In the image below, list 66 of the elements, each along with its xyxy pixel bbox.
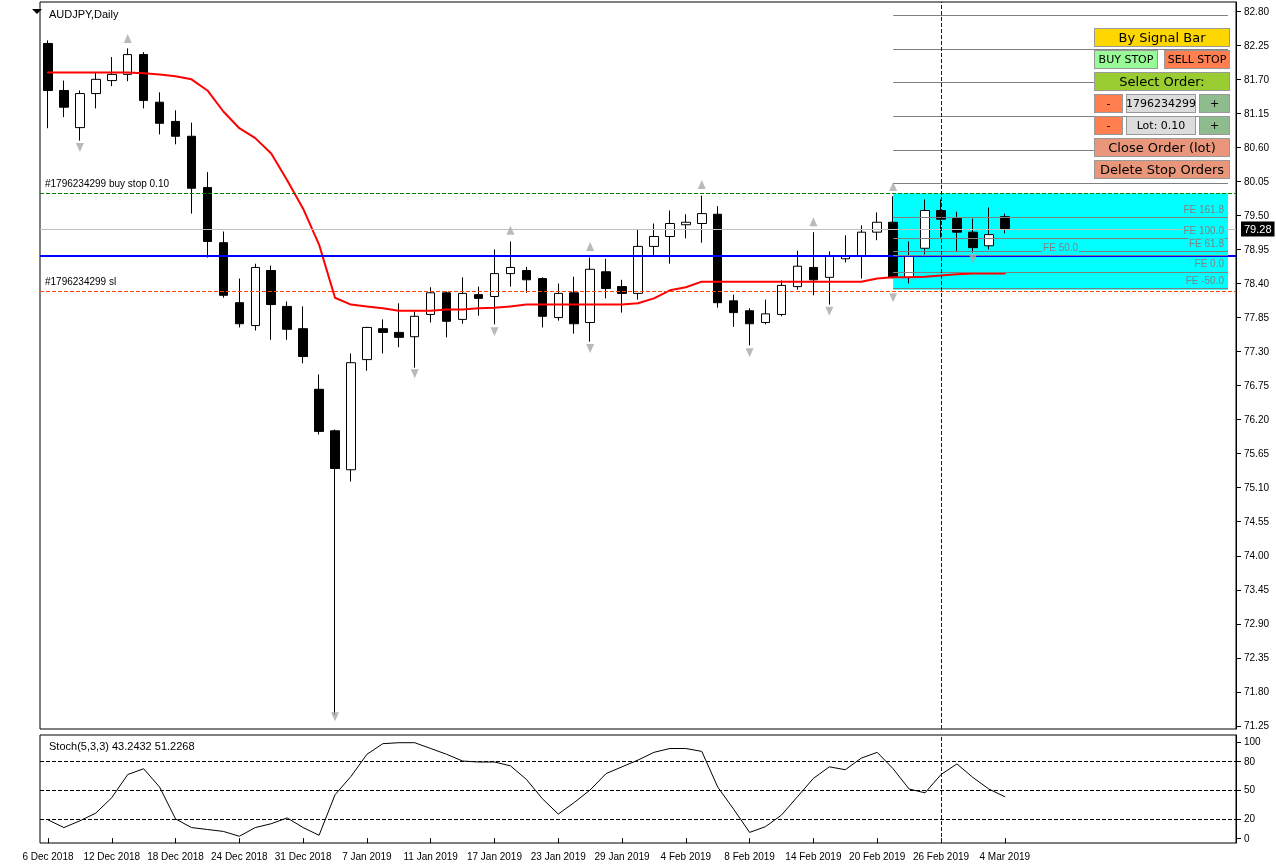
chart-title: Stoch(5,3,3) 43.2432 51.2268 <box>49 739 195 752</box>
y-tick-label: 0 <box>1244 832 1250 844</box>
y-tick-label: 74.55 <box>1244 516 1270 528</box>
y-tick-label: 78.95 <box>1244 243 1270 255</box>
x-tick-label: 12 Dec 2018 <box>83 850 141 862</box>
y-tick-label: 74.00 <box>1244 550 1270 562</box>
ref-line-label: FE 50.0 <box>1043 241 1079 253</box>
ref-line-label: FE 100.0 <box>1183 224 1225 236</box>
y-tick-label: 82.80 <box>1244 5 1270 17</box>
y-tick-label: 82.25 <box>1244 39 1270 51</box>
ref-line-label: FE 0.0 <box>1194 258 1225 270</box>
y-tick-label: 81.15 <box>1244 107 1270 119</box>
y-tick-label: 73.45 <box>1244 584 1270 596</box>
x-tick-label: 14 Feb 2019 <box>785 850 842 862</box>
y-tick-label: 78.40 <box>1244 278 1270 290</box>
y-tick-label: 75.65 <box>1244 448 1270 460</box>
ref-line-label: #1796234299 buy stop 0.10 <box>45 177 170 189</box>
x-tick-label: 31 Dec 2018 <box>274 850 332 862</box>
button: SELL STOP <box>1164 50 1230 69</box>
x-tick-label: 17 Jan 2019 <box>466 850 523 862</box>
x-tick-label: 11 Jan 2019 <box>403 850 459 862</box>
y-tick-label: 79.50 <box>1244 209 1270 221</box>
y-tick-label: 100 <box>1244 736 1262 748</box>
y-tick-label: 77.30 <box>1244 346 1270 358</box>
button: Lot: 0.10 <box>1126 116 1196 135</box>
y-tick-label: 80.05 <box>1244 175 1270 187</box>
x-tick-label: 29 Jan 2019 <box>594 850 651 862</box>
x-tick-label: 26 Feb 2019 <box>912 850 970 862</box>
button: BUY STOP <box>1094 50 1158 69</box>
button: Select Order: <box>1094 72 1230 91</box>
y-tick-label: 72.35 <box>1244 652 1270 664</box>
y-tick-label: 71.25 <box>1244 720 1270 732</box>
ref-line-label: #1796234299 sl <box>45 276 117 288</box>
y-tick-label: 76.75 <box>1244 380 1270 392</box>
ref-line-label: FE 161.8 <box>1183 203 1225 215</box>
button: By Signal Bar <box>1094 28 1230 47</box>
x-tick-label: 23 Jan 2019 <box>530 850 587 862</box>
x-tick-label: 20 Feb 2019 <box>849 850 906 862</box>
x-tick-label: 8 Feb 2019 <box>724 850 776 862</box>
y-tick-label: 71.80 <box>1244 686 1270 698</box>
button: Close Order (lot) <box>1094 138 1230 157</box>
y-tick-label: 81.70 <box>1244 73 1270 85</box>
y-tick-label: 76.20 <box>1244 414 1270 426</box>
button: + <box>1199 94 1230 113</box>
y-tick-label: 80 <box>1244 755 1256 767</box>
y-tick-label: 75.10 <box>1244 482 1270 494</box>
x-tick-label: 4 Mar 2019 <box>979 850 1031 862</box>
y-tick-label: 72.90 <box>1244 618 1270 630</box>
button: + <box>1199 116 1230 135</box>
button: - <box>1094 94 1123 113</box>
ref-line-label: FE -50.0 <box>1185 274 1225 286</box>
x-tick-label: 18 Dec 2018 <box>147 850 205 862</box>
y-tick-label: 50 <box>1244 784 1256 796</box>
y-tick-label: 77.85 <box>1244 312 1270 324</box>
y-tick-label: 80.60 <box>1244 141 1270 153</box>
text: AUDJPY,Daily <box>49 7 119 20</box>
ref-line-label: 79.28 <box>1244 223 1272 236</box>
y-tick-label: 20 <box>1244 813 1256 825</box>
button: 1796234299 <box>1126 94 1196 113</box>
button: Delete Stop Orders <box>1094 160 1230 179</box>
x-tick-label: 24 Dec 2018 <box>210 850 269 862</box>
x-tick-label: 4 Feb 2019 <box>660 850 712 862</box>
x-tick-label: 7 Jan 2019 <box>342 850 393 862</box>
button: - <box>1094 116 1123 135</box>
ref-line-label: FE 61.8 <box>1189 237 1225 249</box>
x-tick-label: 6 Dec 2018 <box>22 850 74 862</box>
